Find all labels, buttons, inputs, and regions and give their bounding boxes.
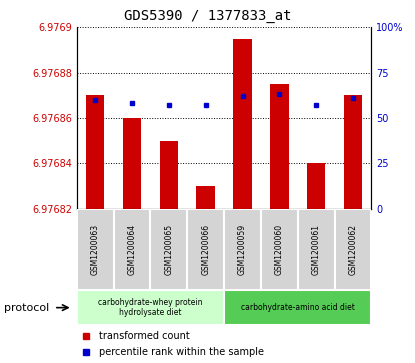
Text: GSM1200062: GSM1200062 <box>349 224 357 275</box>
Text: carbohydrate-amino acid diet: carbohydrate-amino acid diet <box>241 303 355 312</box>
Bar <box>344 95 362 209</box>
Bar <box>86 95 105 209</box>
Bar <box>123 118 141 209</box>
Text: GSM1200060: GSM1200060 <box>275 224 284 275</box>
Text: GSM1200066: GSM1200066 <box>201 224 210 275</box>
Text: protocol: protocol <box>4 303 49 313</box>
Bar <box>261 209 298 290</box>
Text: GSM1200064: GSM1200064 <box>127 224 137 275</box>
Bar <box>77 290 224 325</box>
Bar <box>114 209 151 290</box>
Text: GSM1200063: GSM1200063 <box>91 224 100 275</box>
Bar <box>77 209 114 290</box>
Bar <box>334 209 371 290</box>
Bar <box>298 209 334 290</box>
Bar <box>160 140 178 209</box>
Bar <box>270 84 288 209</box>
Bar <box>187 209 224 290</box>
Text: GSM1200059: GSM1200059 <box>238 224 247 275</box>
Bar <box>224 209 261 290</box>
Bar <box>233 38 252 209</box>
Text: percentile rank within the sample: percentile rank within the sample <box>99 347 264 357</box>
Bar <box>151 209 187 290</box>
Text: GSM1200061: GSM1200061 <box>312 224 321 275</box>
Bar <box>196 186 215 209</box>
Text: GSM1200065: GSM1200065 <box>164 224 173 275</box>
Text: transformed count: transformed count <box>99 331 190 341</box>
Text: GDS5390 / 1377833_at: GDS5390 / 1377833_at <box>124 9 291 23</box>
Bar <box>224 290 371 325</box>
Bar <box>307 163 325 209</box>
Text: carbohydrate-whey protein
hydrolysate diet: carbohydrate-whey protein hydrolysate di… <box>98 298 203 317</box>
